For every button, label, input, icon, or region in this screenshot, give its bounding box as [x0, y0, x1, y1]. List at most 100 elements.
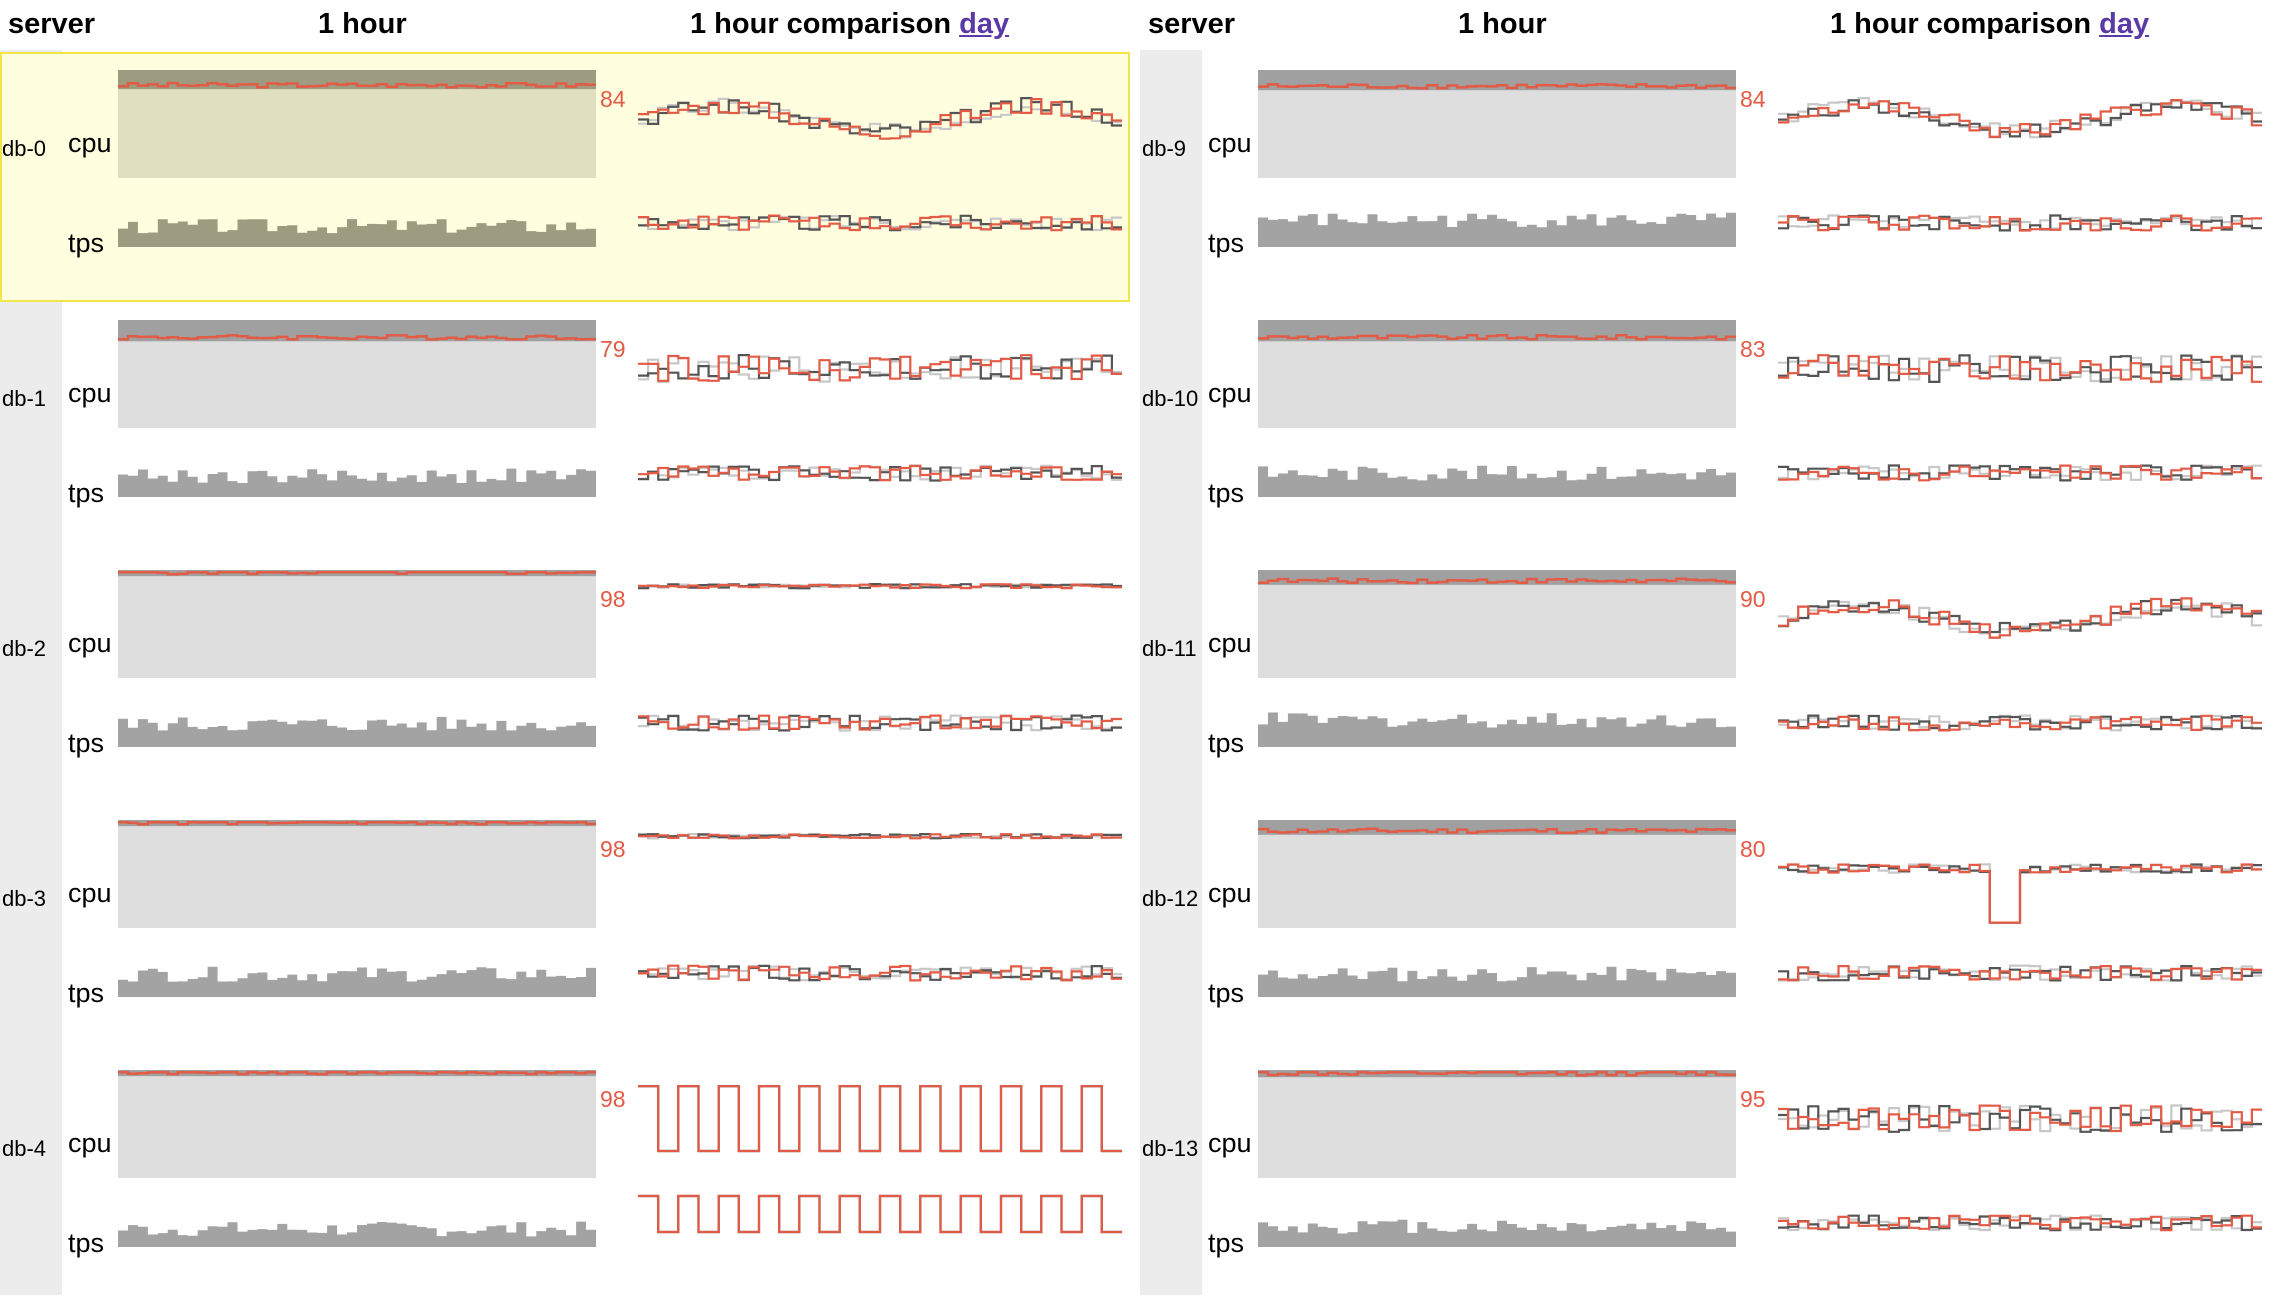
- cpu-max-value: 84: [1740, 86, 1766, 112]
- tps-sparkline[interactable]: [1258, 437, 1736, 497]
- tps-sparkline[interactable]: [118, 687, 596, 747]
- tps-comparison-svg: [1778, 964, 2262, 982]
- metric-label-cpu: cpu: [68, 878, 112, 908]
- cpu-sparkline[interactable]: [1258, 1070, 1736, 1178]
- tps-area: [1258, 1219, 1736, 1247]
- cpu-comparison-chart[interactable]: [638, 320, 1122, 428]
- cpu-comparison-chart[interactable]: [1778, 320, 2262, 428]
- server-row-db-13[interactable]: db-13 cpu tps 95: [1140, 1052, 2270, 1302]
- tps-sparkline-svg: [1258, 966, 1736, 997]
- cpu-sparkline[interactable]: [1258, 820, 1736, 928]
- tps-sparkline-svg: [118, 219, 596, 247]
- cpu-sparkline[interactable]: [1258, 570, 1736, 678]
- cpu-yesterday-line: [1778, 863, 2262, 924]
- cpu-comparison-svg: [1778, 97, 2262, 139]
- server-row-db-10[interactable]: db-10 cpu tps 83: [1140, 302, 2270, 552]
- server-name: db-12: [1142, 886, 1199, 911]
- tps-comparison-svg: [638, 964, 1122, 982]
- column-header-1-hour: 1 hour: [318, 8, 407, 40]
- tps-comparison-chart[interactable]: [638, 437, 1122, 497]
- tps-comparison-chart[interactable]: [638, 1187, 1122, 1247]
- tps-comparison-svg: [638, 1194, 1122, 1234]
- tps-sparkline[interactable]: [118, 187, 596, 247]
- tps-sparkline[interactable]: [118, 437, 596, 497]
- tps-comparison-chart[interactable]: [638, 937, 1122, 997]
- cpu-sparkline[interactable]: [118, 570, 596, 678]
- cpu-idle-area: [1258, 584, 1736, 678]
- column-header-comparison: 1 hour comparison day: [690, 8, 1009, 48]
- tps-comparison-chart[interactable]: [1778, 687, 2262, 747]
- cpu-comparison-chart[interactable]: [1778, 1070, 2262, 1178]
- tps-area: [1258, 712, 1736, 747]
- tps-today-line: [1778, 1214, 2262, 1232]
- metric-label-cpu: cpu: [68, 378, 112, 408]
- column-header-1-hour: 1 hour: [1458, 8, 1547, 40]
- cpu-today-line: [638, 833, 1122, 840]
- cpu-idle-area: [1258, 90, 1736, 178]
- metric-label-tps: tps: [68, 978, 105, 1008]
- cpu-sparkline-svg: [118, 70, 596, 178]
- server-row-db-9[interactable]: db-9 cpu tps 84: [1140, 52, 2270, 302]
- server-row-db-1[interactable]: db-1 cpu tps 79: [0, 302, 1130, 552]
- tps-comparison-chart[interactable]: [1778, 1187, 2262, 1247]
- server-row-db-2[interactable]: db-2 cpu tps 98: [0, 552, 1130, 802]
- tps-sparkline[interactable]: [1258, 187, 1736, 247]
- cpu-max-value: 84: [600, 86, 626, 112]
- server-name: db-9: [1142, 136, 1187, 161]
- column-header-server: server: [1148, 8, 1236, 40]
- server-name: db-10: [1142, 386, 1199, 411]
- tps-comparison-chart[interactable]: [638, 187, 1122, 247]
- tps-sparkline[interactable]: [118, 937, 596, 997]
- cpu-current-line: [118, 1070, 596, 1076]
- tps-sparkline[interactable]: [1258, 937, 1736, 997]
- cpu-sparkline[interactable]: [118, 70, 596, 178]
- server-row-db-11[interactable]: db-11 cpu tps 90: [1140, 552, 2270, 802]
- server-table-right: server 1 hour 1 hour comparison day db-9…: [1140, 0, 2270, 1295]
- day-link[interactable]: day: [2099, 8, 2150, 40]
- metric-label-tps: tps: [68, 228, 105, 258]
- cpu-comparison-chart[interactable]: [1778, 570, 2262, 678]
- cpu-today-line: [638, 583, 1122, 590]
- tps-area: [118, 1221, 596, 1247]
- cpu-sparkline-svg: [118, 1070, 596, 1178]
- cpu-max-value: 79: [600, 336, 626, 362]
- tps-area: [1258, 212, 1736, 247]
- cpu-max-value: 80: [1740, 836, 1766, 862]
- tps-sparkline[interactable]: [118, 1187, 596, 1247]
- cpu-comparison-svg: [638, 97, 1122, 140]
- cpu-comparison-chart[interactable]: [1778, 70, 2262, 178]
- server-row-db-12[interactable]: db-12 cpu tps 80: [1140, 802, 2270, 1052]
- cpu-sparkline[interactable]: [118, 320, 596, 428]
- tps-sparkline[interactable]: [1258, 687, 1736, 747]
- cpu-comparison-chart[interactable]: [638, 570, 1122, 678]
- cpu-sparkline[interactable]: [1258, 320, 1736, 428]
- tps-area: [118, 966, 596, 997]
- tps-comparison-chart[interactable]: [1778, 437, 2262, 497]
- tps-sparkline-svg: [1258, 465, 1736, 497]
- tps-area: [1258, 966, 1736, 997]
- tps-comparison-chart[interactable]: [638, 687, 1122, 747]
- server-row-db-3[interactable]: db-3 cpu tps 98: [0, 802, 1130, 1052]
- tps-comparison-chart[interactable]: [1778, 937, 2262, 997]
- server-name: db-11: [1142, 636, 1197, 661]
- server-row-db-4[interactable]: db-4 cpu tps 98: [0, 1052, 1130, 1302]
- cpu-today-line: [638, 98, 1122, 140]
- cpu-comparison-chart[interactable]: [638, 820, 1122, 928]
- cpu-sparkline[interactable]: [1258, 70, 1736, 178]
- cpu-max-value: 98: [600, 586, 626, 612]
- cpu-sparkline[interactable]: [118, 1070, 596, 1178]
- server-row-db-0[interactable]: db-0 cpu tps 84: [0, 52, 1130, 302]
- server-name: db-0: [2, 136, 47, 161]
- cpu-comparison-chart[interactable]: [638, 1070, 1122, 1178]
- tps-comparison-svg: [1778, 464, 2262, 482]
- cpu-sparkline-svg: [1258, 70, 1736, 178]
- day-link[interactable]: day: [959, 8, 1010, 40]
- comparison-header-label: 1 hour comparison: [1830, 8, 2092, 40]
- cpu-current-line: [1258, 827, 1736, 835]
- tps-comparison-chart[interactable]: [1778, 187, 2262, 247]
- cpu-sparkline[interactable]: [118, 820, 596, 928]
- cpu-sparkline-svg: [118, 570, 596, 678]
- cpu-comparison-chart[interactable]: [1778, 820, 2262, 928]
- cpu-comparison-chart[interactable]: [638, 70, 1122, 178]
- tps-sparkline[interactable]: [1258, 1187, 1736, 1247]
